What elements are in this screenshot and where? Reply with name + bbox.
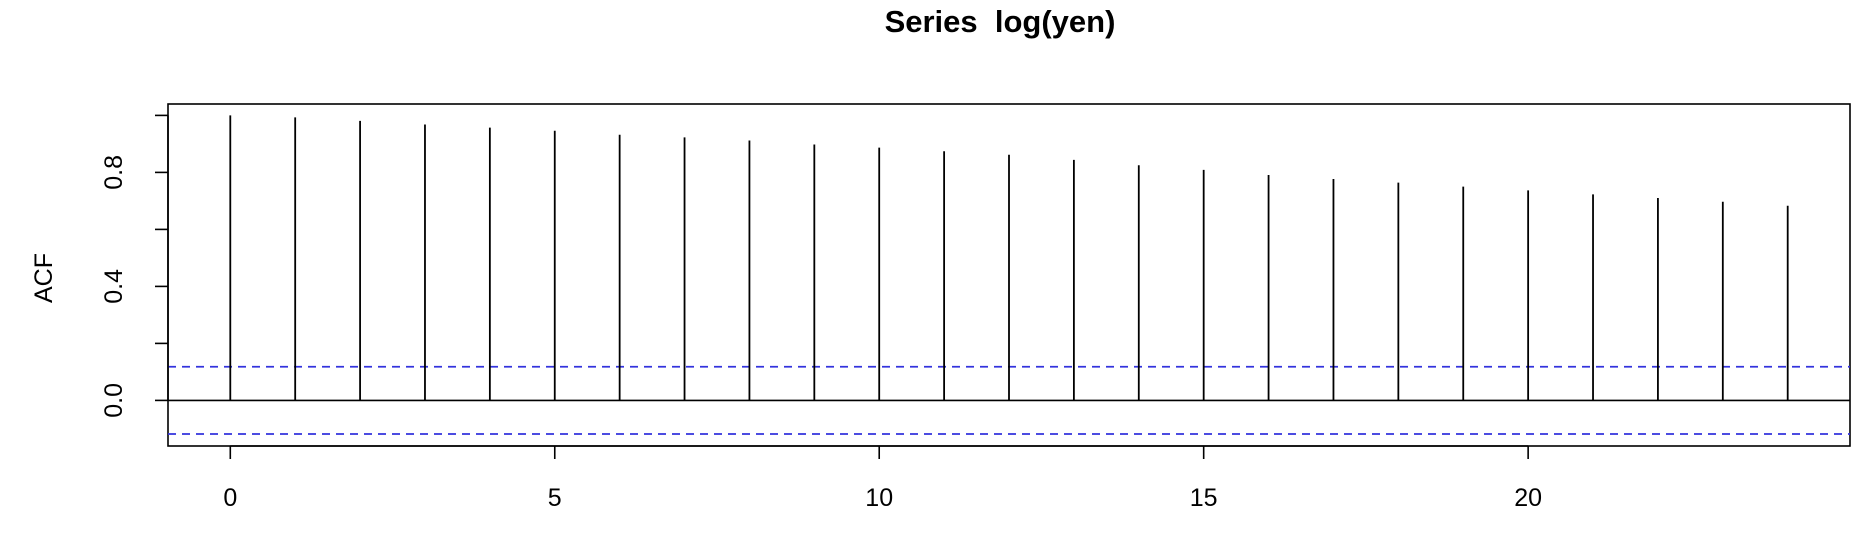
y-axis: 0.0 0.4 0.8 [100,114,169,418]
x-tick-label: 5 [548,484,562,512]
y-tick-label: 0.8 [100,155,128,190]
x-tick-label: 10 [865,484,893,512]
y-tick-label: 0.0 [100,383,128,418]
y-axis-label: ACF [30,253,58,303]
x-axis: 0 5 10 15 20 [223,445,1542,512]
x-tick-label: 15 [1190,484,1218,512]
chart-title: Series log(yen) [885,4,1116,39]
x-tick-label: 0 [223,484,237,512]
x-tick-label: 20 [1514,484,1542,512]
plot-marks [168,115,1850,435]
y-tick-label: 0.4 [100,269,128,304]
